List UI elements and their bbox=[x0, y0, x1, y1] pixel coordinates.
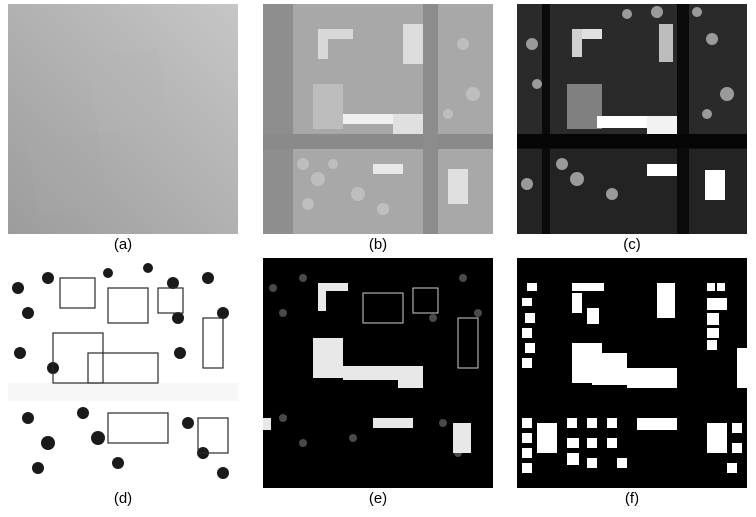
edge-detection-image bbox=[8, 258, 238, 488]
caption-a: (a) bbox=[113, 236, 133, 253]
contrast-enhanced-image bbox=[517, 4, 747, 234]
caption-d: (d) bbox=[113, 490, 133, 507]
panel-c-image bbox=[517, 4, 747, 234]
caption-e: (e) bbox=[368, 490, 388, 507]
caption-b: (b) bbox=[368, 236, 388, 253]
caption-c: (c) bbox=[623, 236, 641, 253]
caption-f: (f) bbox=[624, 490, 640, 507]
binary-building-mask-image bbox=[517, 258, 747, 488]
panel-e-image bbox=[263, 258, 493, 488]
panel-b-image bbox=[263, 4, 493, 234]
panel-d-image bbox=[8, 258, 238, 488]
panel-f-image bbox=[517, 258, 747, 488]
panel-a-image bbox=[8, 4, 238, 234]
edge-inverted-image bbox=[263, 258, 493, 488]
smooth-gradient-image bbox=[8, 4, 238, 234]
height-map-image bbox=[263, 4, 493, 234]
